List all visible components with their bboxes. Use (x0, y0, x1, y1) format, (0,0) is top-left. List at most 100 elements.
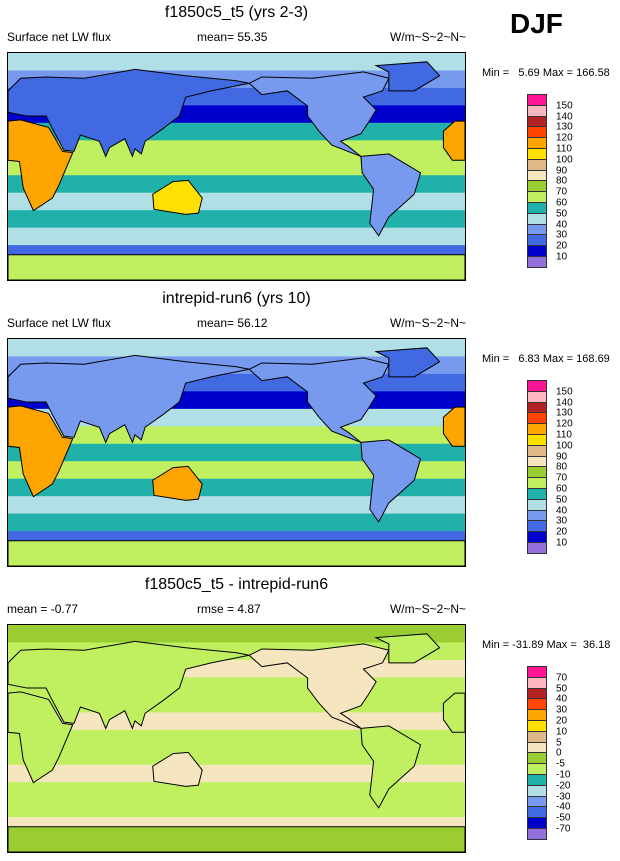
ocean-band (8, 764, 465, 783)
colorbar-label: 80 (556, 461, 568, 473)
colorbar-label: -20 (556, 780, 571, 792)
continent-namerica (249, 72, 389, 156)
colorbar-label: -5 (556, 758, 565, 770)
colorbar-label: 140 (556, 111, 573, 123)
colorbar-label: 40 (556, 693, 568, 705)
ocean-band (8, 192, 465, 211)
ocean-band (8, 513, 465, 532)
colorbar-label: 120 (556, 132, 573, 144)
center-string: mean= 55.35 (197, 30, 268, 44)
colorbar-label: 60 (556, 483, 568, 495)
colorbar-label: 90 (556, 451, 568, 463)
colorbar-label: 10 (556, 537, 568, 549)
colorbar-box (527, 541, 547, 554)
continent-africa (443, 693, 465, 732)
continent-antarctica (8, 827, 465, 852)
panel-title: intrepid-run6 (yrs 10) (162, 290, 311, 307)
units-string: W/m~S~2~N~ (389, 602, 466, 616)
center-string: rmse = 4.87 (197, 602, 261, 616)
colorbar-label: -30 (556, 791, 571, 803)
colorbar-label: 20 (556, 715, 568, 727)
colorbar-label: 20 (556, 526, 568, 538)
colorbar-label: 120 (556, 418, 573, 430)
continent-australia (153, 466, 203, 500)
units-string: W/m~S~2~N~ (389, 30, 466, 44)
continent-samerica (361, 726, 421, 808)
map-panel (7, 624, 466, 853)
continent-greenland (376, 634, 439, 663)
colorbar-label: 5 (556, 737, 562, 749)
colorbar-label: 30 (556, 704, 568, 716)
ocean-band (8, 496, 465, 515)
ocean-band (8, 625, 465, 644)
left-string: Surface net LW flux (7, 30, 111, 44)
ocean-band (8, 339, 465, 358)
colorbar-label: -50 (556, 812, 571, 824)
colorbar-box (527, 827, 547, 840)
continent-africa (443, 121, 465, 160)
ocean-band (8, 799, 465, 818)
continent-australia (153, 180, 203, 214)
colorbar-label: 10 (556, 251, 568, 263)
continent-africa (8, 120, 73, 211)
continent-greenland (376, 62, 439, 91)
continent-greenland (376, 348, 439, 377)
center-string: mean= 56.12 (197, 316, 268, 330)
colorbar-label: 50 (556, 683, 568, 695)
colorbar-label: 40 (556, 505, 568, 517)
continent-australia (153, 752, 203, 786)
colorbar-label: 130 (556, 121, 573, 133)
continent-antarctica (8, 541, 465, 566)
map-canvas (8, 625, 465, 852)
continent-namerica (249, 644, 389, 728)
colorbar-label: -70 (556, 823, 571, 835)
ocean-band (8, 175, 465, 194)
colorbar-label: 0 (556, 747, 562, 759)
continent-samerica (361, 154, 421, 236)
colorbar-label: 70 (556, 672, 568, 684)
ocean-band (8, 210, 465, 229)
colorbar-label: 100 (556, 440, 573, 452)
colorbar-label: 50 (556, 208, 568, 220)
min-max-label: Min = 5.69 Max = 166.58 (482, 67, 610, 79)
colorbar-label: 150 (556, 100, 573, 112)
ocean-band (8, 426, 465, 445)
map-panel (7, 52, 466, 281)
colorbar-label: 110 (556, 143, 572, 155)
colorbar: 150 140 130 120 110 100 90 80 70 60 50 40 30 20 10 (527, 94, 573, 268)
ocean-band (8, 443, 465, 462)
continent-eurasia (8, 355, 249, 442)
colorbar-box (527, 255, 547, 268)
colorbar-label: 110 (556, 429, 572, 441)
colorbar-label: 70 (556, 472, 568, 484)
colorbar-label: 150 (556, 386, 573, 398)
colorbar-label: 90 (556, 165, 568, 177)
ocean-band (8, 461, 465, 480)
colorbar-label: -10 (556, 769, 571, 781)
continent-africa (8, 406, 73, 497)
season-label: DJF (510, 8, 563, 39)
continent-eurasia (8, 69, 249, 156)
ocean-band (8, 53, 465, 72)
units-string: W/m~S~2~N~ (389, 316, 466, 330)
colorbar-label: 40 (556, 219, 568, 231)
colorbar-label: 70 (556, 186, 568, 198)
min-max-label: Min = 6.83 Max = 168.69 (482, 353, 610, 365)
continent-africa (443, 407, 465, 446)
colorbar-label: 80 (556, 175, 568, 187)
ocean-band (8, 478, 465, 497)
continent-namerica (249, 358, 389, 442)
colorbar: 70 50 40 30 20 10 5 0 -5 -10 -20 -30 -40 -50 -70 (527, 666, 570, 840)
colorbar-label: 50 (556, 494, 568, 506)
colorbar-label: -40 (556, 801, 571, 813)
colorbar-label: 30 (556, 515, 568, 527)
colorbar-label: 60 (556, 197, 568, 209)
panel-title: f1850c5_t5 (yrs 2-3) (164, 4, 309, 21)
ocean-band (8, 712, 465, 731)
ocean-band (8, 782, 465, 801)
ocean-band (8, 140, 465, 159)
colorbar-label: 140 (556, 397, 573, 409)
continent-africa (8, 692, 73, 783)
ocean-band (8, 729, 465, 748)
